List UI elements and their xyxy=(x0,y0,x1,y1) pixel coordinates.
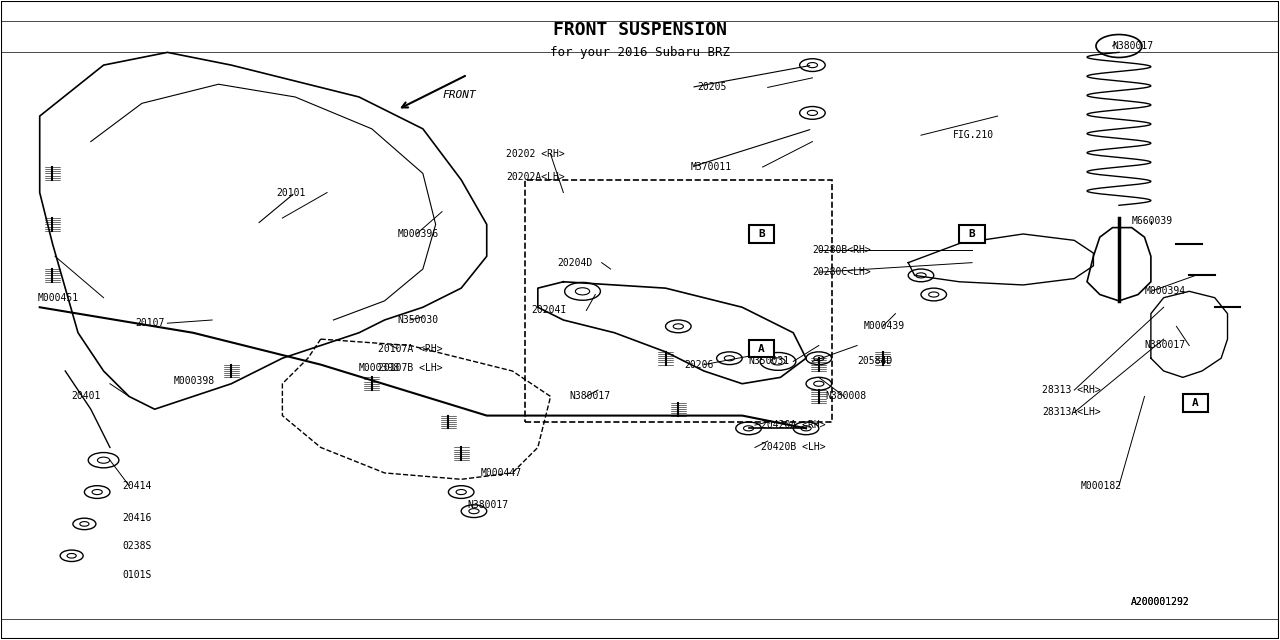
Text: FRONT: FRONT xyxy=(442,90,476,100)
Text: 20401: 20401 xyxy=(72,392,101,401)
Text: 0238S: 0238S xyxy=(123,541,152,551)
Text: 20107B <LH>: 20107B <LH> xyxy=(378,363,443,372)
Text: M000447: M000447 xyxy=(480,468,521,478)
Text: N380017: N380017 xyxy=(467,500,508,510)
Text: 0101S: 0101S xyxy=(123,570,152,580)
Text: A: A xyxy=(1192,398,1199,408)
Text: 20205: 20205 xyxy=(698,83,727,92)
Text: 20202 <RH>: 20202 <RH> xyxy=(506,149,564,159)
Text: A: A xyxy=(758,344,764,354)
Text: M000394: M000394 xyxy=(1144,286,1185,296)
Bar xyxy=(749,225,774,243)
Text: M660039: M660039 xyxy=(1132,216,1172,226)
Text: M000451: M000451 xyxy=(37,292,78,303)
Text: 20584D: 20584D xyxy=(858,356,892,367)
Text: 20280B<RH>: 20280B<RH> xyxy=(813,245,872,255)
Text: B: B xyxy=(758,229,764,239)
Text: A200001292: A200001292 xyxy=(1130,596,1189,607)
Text: FRONT SUSPENSION: FRONT SUSPENSION xyxy=(553,20,727,38)
Text: N380017: N380017 xyxy=(570,392,611,401)
Text: for your 2016 Subaru BRZ: for your 2016 Subaru BRZ xyxy=(550,46,730,59)
Text: 20202A<LH>: 20202A<LH> xyxy=(506,172,564,182)
Text: 20420B <LH>: 20420B <LH> xyxy=(762,442,826,452)
Text: M000182: M000182 xyxy=(1080,481,1121,491)
Text: FIG.210: FIG.210 xyxy=(952,130,995,140)
Text: N380017: N380017 xyxy=(1144,340,1185,351)
Text: M000398: M000398 xyxy=(174,376,215,385)
Bar xyxy=(1183,394,1208,412)
Text: 20420A <RH>: 20420A <RH> xyxy=(762,420,826,430)
Bar xyxy=(525,180,832,422)
Text: M000398: M000398 xyxy=(358,363,401,372)
Text: M000439: M000439 xyxy=(864,321,905,332)
Text: 20416: 20416 xyxy=(123,513,152,522)
Text: 20204I: 20204I xyxy=(531,305,567,316)
Text: 20206: 20206 xyxy=(685,360,714,370)
Bar xyxy=(959,225,984,243)
Text: 20204D: 20204D xyxy=(557,258,593,268)
Text: 28313 <RH>: 28313 <RH> xyxy=(1042,385,1101,395)
Text: 20280C<LH>: 20280C<LH> xyxy=(813,268,872,277)
Text: N350031: N350031 xyxy=(749,356,790,367)
Text: M000396: M000396 xyxy=(397,229,439,239)
Text: 28313A<LH>: 28313A<LH> xyxy=(1042,408,1101,417)
Text: 20101: 20101 xyxy=(276,188,306,198)
Text: N380017: N380017 xyxy=(1112,41,1153,51)
Text: 20107: 20107 xyxy=(136,318,165,328)
Text: N350030: N350030 xyxy=(397,315,439,325)
Text: N380008: N380008 xyxy=(826,392,867,401)
Bar xyxy=(749,340,774,357)
Text: B: B xyxy=(969,229,975,239)
Text: 20414: 20414 xyxy=(123,481,152,491)
Text: A200001292: A200001292 xyxy=(1130,596,1189,607)
Text: M370011: M370011 xyxy=(691,162,732,172)
Text: 20107A <RH>: 20107A <RH> xyxy=(378,344,443,354)
